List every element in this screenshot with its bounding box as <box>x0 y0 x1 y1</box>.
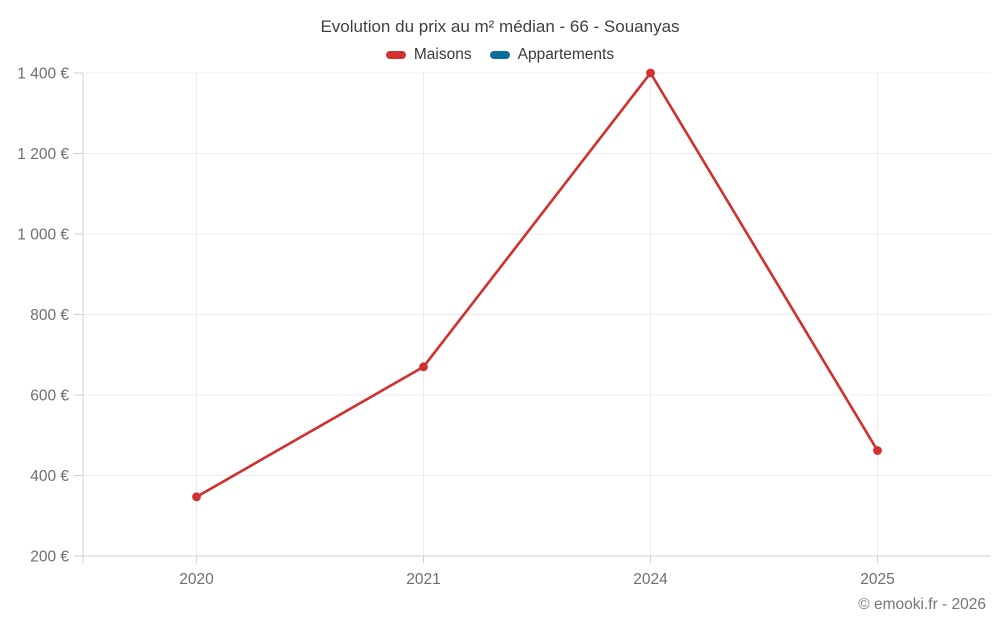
series-line-maisons <box>195 71 879 499</box>
legend-item-maisons[interactable]: Maisons <box>385 46 472 64</box>
legend-label-appartements: Appartements <box>517 46 615 63</box>
legend-swatch-maisons-icon <box>385 51 406 59</box>
y-tick-label: 1 000 € <box>17 227 69 244</box>
chart-title: Evolution du prix au m² médian - 66 - So… <box>320 17 680 36</box>
data-point[interactable] <box>873 446 882 455</box>
legend-swatch-appartements-icon <box>489 51 510 59</box>
y-tick-label: 200 € <box>30 549 69 566</box>
data-point[interactable] <box>419 362 428 372</box>
data-point[interactable] <box>192 492 201 502</box>
y-tick-label: 800 € <box>30 307 69 324</box>
y-tick-label: 1 400 € <box>17 66 69 83</box>
y-tick-label: 400 € <box>30 468 69 485</box>
x-tick-label: 2021 <box>406 571 440 588</box>
y-tick-label: 1 200 € <box>17 146 69 163</box>
x-tick-label: 2025 <box>860 571 894 588</box>
chart-legend: Maisons Appartements <box>0 46 1000 64</box>
x-tick-label: 2024 <box>633 571 668 588</box>
legend-item-appartements[interactable]: Appartements <box>489 46 615 64</box>
legend-label-maisons: Maisons <box>413 46 472 63</box>
footer-credit: © emooki.fr - 2026 <box>858 596 986 613</box>
data-point[interactable] <box>646 68 655 78</box>
y-tick-label: 600 € <box>30 388 69 405</box>
x-tick-label: 2020 <box>179 571 214 588</box>
